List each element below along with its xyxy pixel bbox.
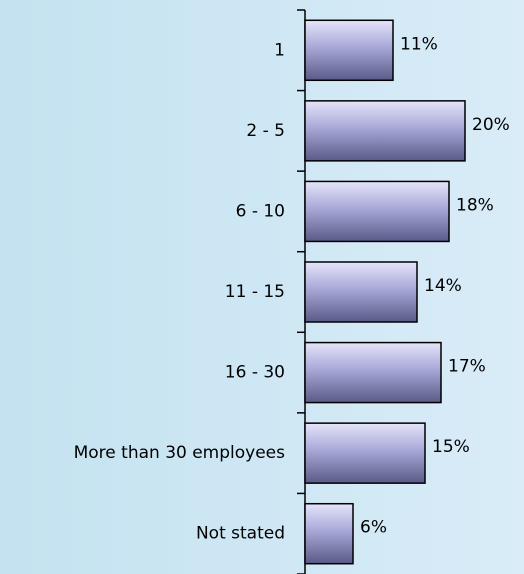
bar <box>304 261 418 323</box>
category-label: 16 - 30 <box>225 363 285 383</box>
bar <box>304 100 466 162</box>
bar <box>304 341 442 404</box>
category-label: 2 - 5 <box>246 121 285 141</box>
bar <box>304 502 354 565</box>
value-label: 15% <box>432 437 470 457</box>
bar <box>304 19 394 82</box>
category-label: Not stated <box>196 524 285 544</box>
value-label: 18% <box>456 195 494 215</box>
category-label: 1 <box>274 40 285 60</box>
category-label: 11 - 15 <box>225 282 285 302</box>
value-label: 20% <box>472 115 510 135</box>
value-label: 11% <box>400 34 438 54</box>
bar <box>304 180 450 243</box>
bar <box>304 422 426 484</box>
value-label: 14% <box>424 276 462 296</box>
value-label: 17% <box>448 357 486 377</box>
category-label: More than 30 employees <box>74 443 286 463</box>
category-label: 6 - 10 <box>236 201 285 221</box>
value-label: 6% <box>360 518 387 538</box>
